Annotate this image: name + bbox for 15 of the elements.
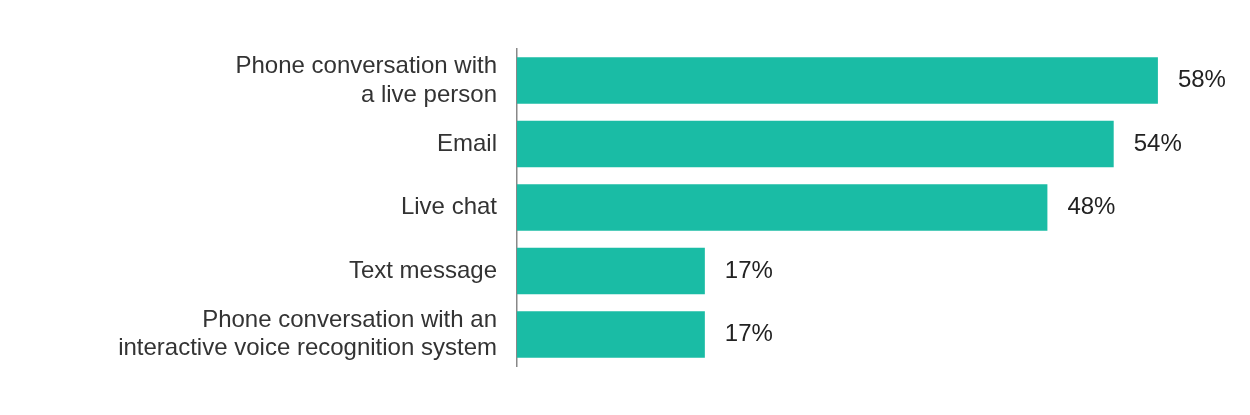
bar [517, 311, 705, 358]
bar [517, 57, 1158, 104]
bar [517, 120, 1114, 168]
data-label: 54% [1133, 128, 1182, 156]
y-tick-label: Live chat [400, 192, 498, 220]
data-label: 58% [1177, 65, 1226, 93]
bar [517, 184, 1048, 231]
y-tick-label: Text message [348, 255, 497, 283]
data-label: 48% [1067, 192, 1116, 220]
y-tick-label: Email [436, 128, 497, 156]
data-label: 17% [724, 255, 773, 283]
data-label: 17% [724, 319, 773, 347]
y-tick-label: Phone conversation with a live person [235, 50, 497, 107]
bar [517, 247, 705, 295]
y-tick-label: Phone conversation with an interactive voice recognition system [118, 304, 497, 361]
